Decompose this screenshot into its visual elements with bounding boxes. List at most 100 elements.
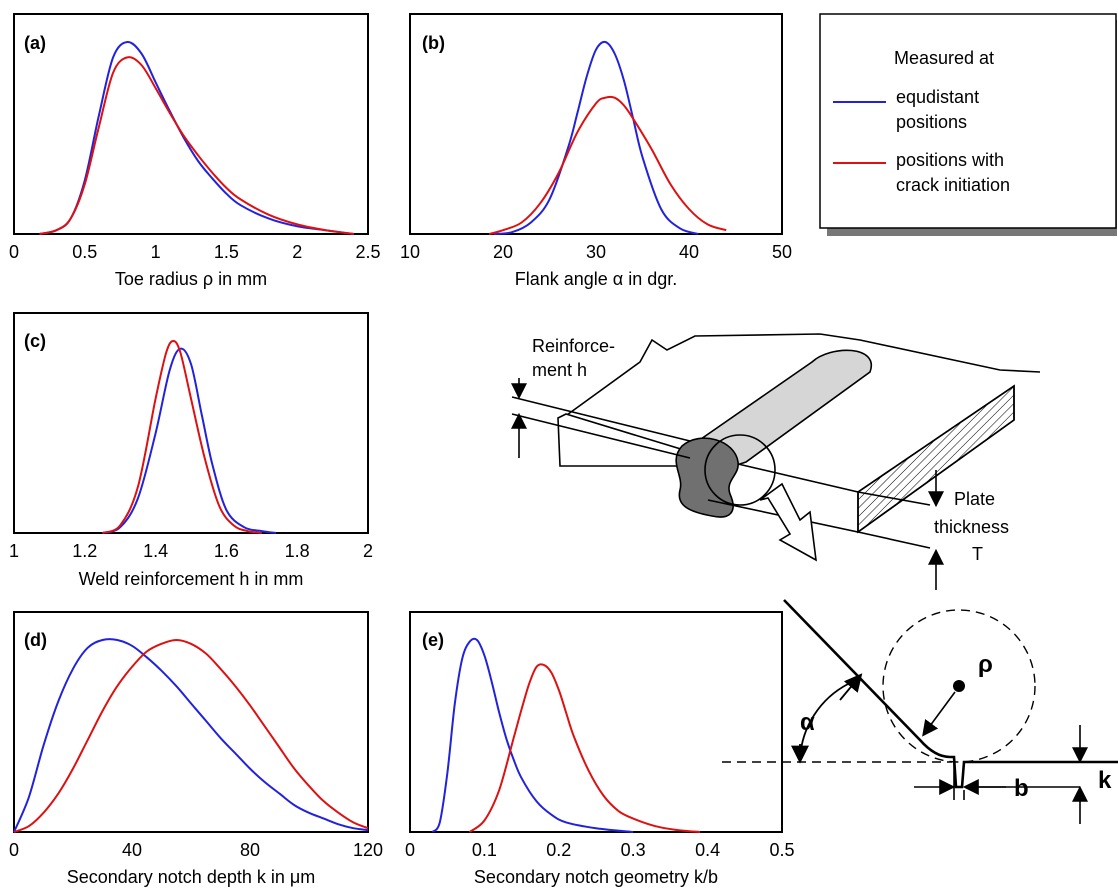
legend-label-equidistant-line1: equdistant xyxy=(896,87,979,107)
curves-b xyxy=(488,40,727,235)
xtick-label: 1.6 xyxy=(214,541,239,561)
xtick-label: 0 xyxy=(405,840,415,860)
panel-b: (b) 10 20 30 40 50 Flank angle α in dgr. xyxy=(400,13,792,289)
series-line-crack-initiation xyxy=(13,638,369,833)
plate-thickness-label-line2: thickness xyxy=(934,517,1009,537)
legend-label-crack-line2: crack initiation xyxy=(896,175,1010,195)
xtick-label: 0.5 xyxy=(72,242,97,262)
weld-joint-drawing: Reinforce- ment h Plate thickness T xyxy=(511,333,1041,590)
reinforcement-label-line2: ment h xyxy=(532,360,587,380)
plate-thickness-label-line3: T xyxy=(972,544,983,564)
xtick-label: 1.5 xyxy=(214,242,239,262)
xtick-labels-a: 0 0.5 1 1.5 2 2.5 xyxy=(9,242,381,262)
xtick-labels-c: 1 1.2 1.4 1.6 1.8 2 xyxy=(9,541,373,561)
legend-box xyxy=(819,13,1117,229)
panel-tag-e: (e) xyxy=(422,630,444,650)
weld-cross-section xyxy=(675,437,739,518)
xtick-label: 1.8 xyxy=(285,541,310,561)
series-line-crack-initiation xyxy=(468,663,701,833)
series-line-equidistant xyxy=(13,638,369,833)
plate-left-face xyxy=(557,413,685,467)
xtick-labels-b: 10 20 30 40 50 xyxy=(400,242,792,262)
plate-thickness-label-line1: Plate xyxy=(954,489,995,509)
k-label: k xyxy=(1098,767,1112,794)
xtick-label: 0 xyxy=(9,840,19,860)
xtick-label: 50 xyxy=(772,242,792,262)
flank-angle-arrow-top xyxy=(839,673,863,701)
curves-c xyxy=(102,339,277,534)
series-line-equidistant xyxy=(493,40,699,235)
xtick-label: 40 xyxy=(122,840,142,860)
panel-tag-b: (b) xyxy=(422,33,445,53)
xtick-label: 40 xyxy=(679,242,699,262)
xtick-labels-e: 0 0.1 0.2 0.3 0.4 0.5 xyxy=(405,840,795,860)
xtick-label: 2 xyxy=(363,541,373,561)
xtick-label: 80 xyxy=(240,840,260,860)
series-line-crack-initiation xyxy=(39,56,354,235)
curves-a xyxy=(39,40,354,235)
xtick-label: 2 xyxy=(292,242,302,262)
plot-frame-a xyxy=(13,13,369,235)
xtick-label: 0.3 xyxy=(621,840,646,860)
legend-title: Measured at xyxy=(894,48,994,68)
thickness-lower-guide xyxy=(857,531,931,549)
xtick-label: 20 xyxy=(493,242,513,262)
xtick-label: 0.4 xyxy=(695,840,720,860)
plot-frame-b xyxy=(409,13,783,235)
xtick-label: 0 xyxy=(9,242,19,262)
toe-radius-arrow xyxy=(922,691,956,737)
legend-label-crack-line1: positions with xyxy=(896,150,1004,170)
xtick-label: 1.2 xyxy=(72,541,97,561)
series-line-crack-initiation xyxy=(102,339,262,534)
panel-c: (c) 1 1.2 1.4 1.6 1.8 2 Weld reinforcement h … xyxy=(9,312,373,589)
xtick-labels-d: 0 40 80 120 xyxy=(9,840,383,860)
series-line-equidistant xyxy=(431,637,634,833)
panel-a: (a) 0 0.5 1 1.5 2 2.5 Toe radius ρ in mm xyxy=(9,13,381,289)
xtick-label: 0.5 xyxy=(769,840,794,860)
x-axis-label-d: Secondary notch depth k in μm xyxy=(67,867,316,887)
weld-toe-detail: ρ α b k xyxy=(722,599,1118,824)
xtick-label: 0.2 xyxy=(546,840,571,860)
panel-tag-d: (d) xyxy=(24,630,47,650)
reinforcement-upper-guide xyxy=(511,396,691,442)
weld-toe-profile xyxy=(783,599,1118,789)
reinforcement-lower-guide xyxy=(511,413,691,459)
alpha-label: α xyxy=(800,709,815,736)
series-line-crack-initiation xyxy=(488,95,727,235)
xtick-label: 30 xyxy=(586,242,606,262)
toe-radius-center xyxy=(953,680,965,692)
x-axis-label-e: Secondary notch geometry k/b xyxy=(474,867,718,887)
xtick-label: 10 xyxy=(400,242,420,262)
thickness-upper-guide xyxy=(857,491,931,506)
series-line-equidistant xyxy=(102,347,277,534)
plate-top-edge xyxy=(559,333,1041,421)
hatched-cut-face xyxy=(857,384,1015,534)
xtick-label: 1 xyxy=(151,242,161,262)
xtick-label: 2.5 xyxy=(355,242,380,262)
x-axis-label-c: Weld reinforcement h in mm xyxy=(79,569,304,589)
curves-d xyxy=(13,638,369,833)
plot-frame-e xyxy=(409,611,783,833)
reinforcement-label-line1: Reinforce- xyxy=(532,336,615,356)
xtick-label: 0.1 xyxy=(472,840,497,860)
plot-frame-c xyxy=(13,312,369,534)
toe-radius-circle xyxy=(882,609,1036,763)
rho-label: ρ xyxy=(978,651,993,678)
xtick-label: 1.4 xyxy=(143,541,168,561)
panel-tag-c: (c) xyxy=(24,331,46,351)
xtick-label: 120 xyxy=(353,840,383,860)
legend-label-equidistant-line2: positions xyxy=(896,112,967,132)
panel-e: (e) 0 0.1 0.2 0.3 0.4 0.5 Secondary notch geo… xyxy=(405,611,795,887)
curves-e xyxy=(431,637,701,833)
plot-frame-d xyxy=(13,611,369,833)
x-axis-label-b: Flank angle α in dgr. xyxy=(515,269,678,289)
panel-d: (d) 0 40 80 120 Secondary notch depth k in … xyxy=(9,611,383,887)
detail-circle xyxy=(704,434,776,506)
x-axis-label-a: Toe radius ρ in mm xyxy=(115,269,267,289)
b-label: b xyxy=(1014,775,1029,802)
xtick-label: 1 xyxy=(9,541,19,561)
detail-arrow xyxy=(759,482,817,562)
series-line-equidistant xyxy=(39,40,354,235)
legend: Measured at equdistant positions positio… xyxy=(819,13,1117,236)
